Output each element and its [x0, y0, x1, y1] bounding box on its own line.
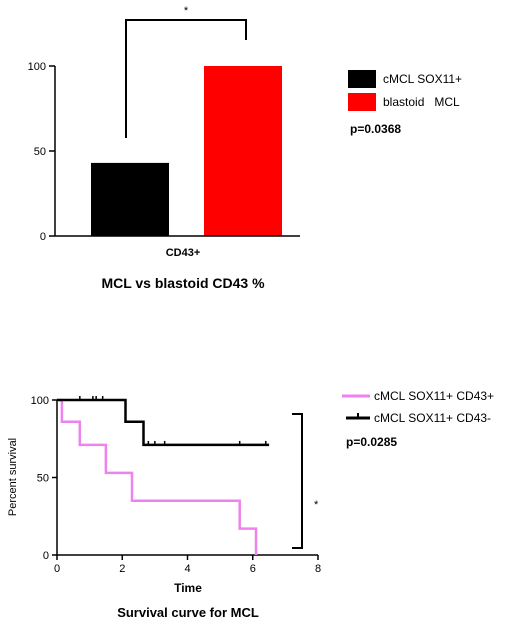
- survival-legend: cMCL SOX11+ CD43+ cMCL SOX11+ CD43- p=0.…: [342, 389, 494, 449]
- survival-p-value: p=0.0285: [346, 435, 397, 449]
- survival-chart: 0 50 100 0 2 4 6 8 Percent survival Time Surviv…: [7, 389, 494, 620]
- survival-significance-star: *: [314, 499, 319, 511]
- bar-significance-star: *: [184, 5, 189, 17]
- survival-x-tick-label-2: 4: [184, 563, 190, 575]
- survival-y-tick-label-0: 0: [43, 550, 49, 562]
- bar-y-tick-label-2: 100: [28, 61, 46, 73]
- bar-1: [204, 66, 282, 236]
- survival-x-tick-label-1: 2: [119, 563, 125, 575]
- bar-legend-swatch-0: [348, 70, 376, 88]
- bar-legend: cMCL SOX11+ blastoid MCL p=0.0368: [348, 70, 462, 136]
- survival-y-label: Percent survival: [7, 438, 19, 516]
- survival-x-tick-label-3: 6: [250, 563, 256, 575]
- bar-p-value: p=0.0368: [350, 122, 401, 136]
- bar-chart: 0 50 100 CD43+ * MCL vs blastoid CD43 % cM…: [28, 5, 462, 291]
- bar-legend-swatch-1: [348, 93, 376, 111]
- bar-0: [91, 162, 169, 236]
- survival-legend-label-0: cMCL SOX11+ CD43+: [374, 389, 494, 403]
- bar-series: [91, 66, 282, 236]
- survival-series: [57, 396, 270, 555]
- bar-y-tick-label-1: 50: [34, 146, 46, 158]
- bar-legend-label-1: blastoid MCL: [383, 95, 460, 109]
- survival-legend-label-1: cMCL SOX11+ CD43-: [374, 411, 491, 425]
- survival-significance-bracket: [292, 413, 303, 549]
- bar-y-tick-label-0: 0: [40, 231, 46, 243]
- survival-chart-title: Survival curve for MCL: [117, 605, 259, 620]
- survival-axes: 0 50 100 0 2 4 6 8: [31, 395, 321, 575]
- bar-chart-title: MCL vs blastoid CD43 %: [101, 275, 265, 291]
- survival-x-label: Time: [174, 581, 202, 595]
- survival-line-1: [57, 398, 270, 447]
- survival-y-tick-label-2: 100: [31, 395, 49, 407]
- bar-y-axis: 0 50 100: [28, 61, 56, 243]
- bar-significance-bracket: [125, 19, 247, 138]
- survival-x-tick-label-4: 8: [315, 563, 321, 575]
- survival-line-0: [57, 398, 258, 555]
- bar-category-label: CD43+: [166, 247, 201, 259]
- survival-x-tick-label-0: 0: [54, 563, 60, 575]
- survival-y-tick-label-1: 50: [37, 473, 49, 485]
- bar-legend-label-0: cMCL SOX11+: [383, 72, 462, 86]
